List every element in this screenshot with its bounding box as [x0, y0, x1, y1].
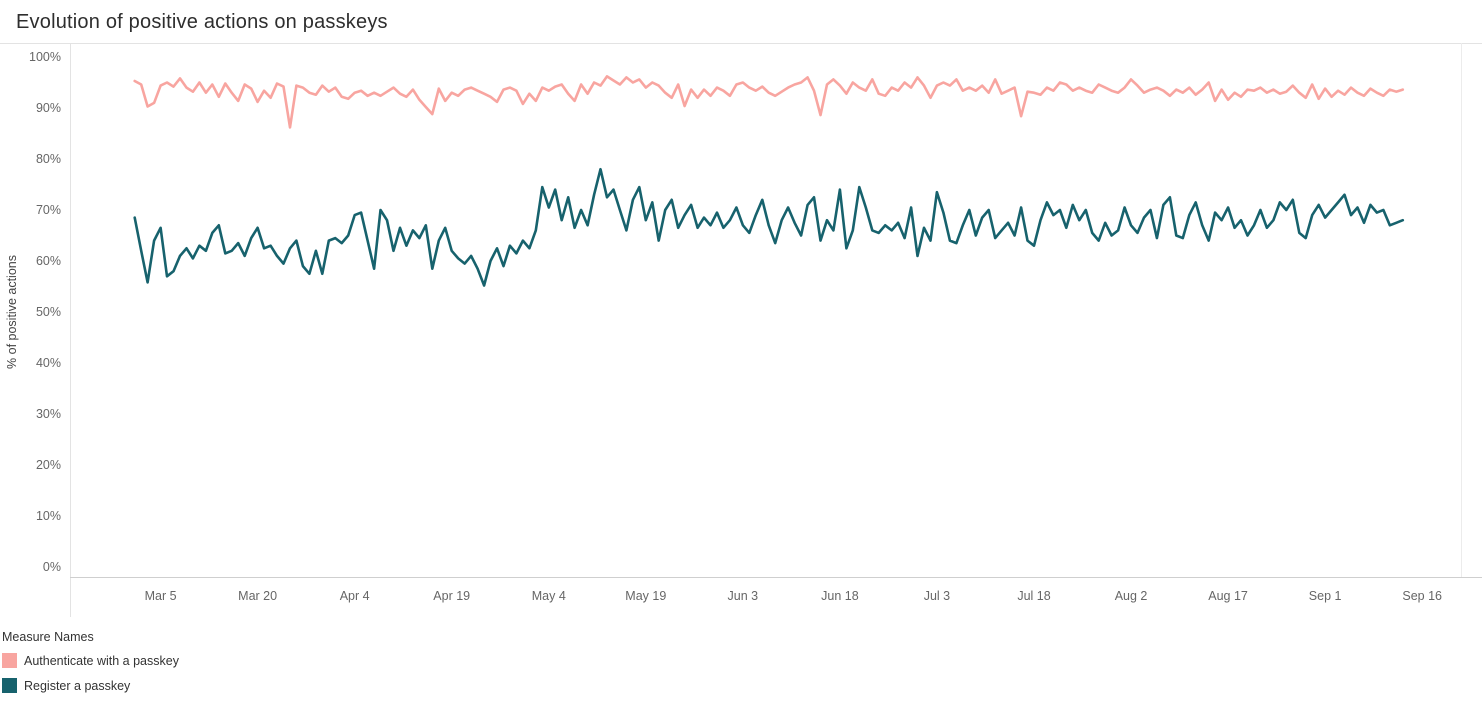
y-tick-label: 20%	[36, 458, 61, 472]
y-tick-label: 30%	[36, 407, 61, 421]
x-tick-label: Jun 18	[821, 589, 859, 603]
y-tick-label: 90%	[36, 101, 61, 115]
legend-label: Register a passkey	[24, 678, 131, 693]
y-tick-label: 10%	[36, 509, 61, 523]
x-tick-label: Jul 3	[924, 589, 950, 603]
legend-item-register[interactable]: Register a passkey	[2, 678, 1482, 693]
y-tick-label: 100%	[29, 50, 61, 64]
x-tick-label: May 4	[532, 589, 566, 603]
x-tick-label: Jul 18	[1017, 589, 1050, 603]
x-tick-label: Sep 16	[1402, 589, 1442, 603]
y-tick-label: 0%	[43, 560, 61, 574]
x-tick-label: Jun 3	[728, 589, 759, 603]
x-tick-label: Aug 17	[1208, 589, 1248, 603]
legend-title: Measure Names	[2, 630, 94, 644]
legend-label: Authenticate with a passkey	[24, 653, 179, 668]
legend-items: Authenticate with a passkey Register a pa…	[2, 653, 1482, 693]
x-tick-label: Mar 20	[238, 589, 277, 603]
y-tick-label: 40%	[36, 356, 61, 370]
y-tick-label: 50%	[36, 305, 61, 319]
y-tick-label: 80%	[36, 152, 61, 166]
x-tick-label: Apr 19	[433, 589, 470, 603]
y-tick-label: 60%	[36, 254, 61, 268]
x-tick-label: Sep 1	[1309, 589, 1342, 603]
series-line-authenticate[interactable]	[133, 75, 1405, 129]
line-chart: 0% 10% 20% 30% 40% 50% 60% 70% 80% 90% 100% Mar 5 Ma…	[0, 43, 1482, 618]
chart-canvas[interactable]: 0% 10% 20% 30% 40% 50% 60% 70% 80% 90% 100% Mar 5 Ma…	[0, 43, 1482, 618]
chart-title: Evolution of positive actions on passkey…	[16, 11, 388, 33]
x-tick-label: May 19	[625, 589, 666, 603]
y-axis-title: % of positive actions	[5, 255, 19, 369]
legend-swatch	[2, 678, 17, 693]
legend-swatch	[2, 653, 17, 668]
series-line-register[interactable]	[133, 167, 1405, 287]
x-tick-label: Apr 4	[340, 589, 370, 603]
legend: Measure Names Authenticate with a passke…	[0, 618, 1482, 693]
x-tick-label: Mar 5	[145, 589, 177, 603]
x-tick-label: Aug 2	[1115, 589, 1148, 603]
legend-item-authenticate[interactable]: Authenticate with a passkey	[2, 653, 1482, 668]
y-tick-label: 70%	[36, 203, 61, 217]
